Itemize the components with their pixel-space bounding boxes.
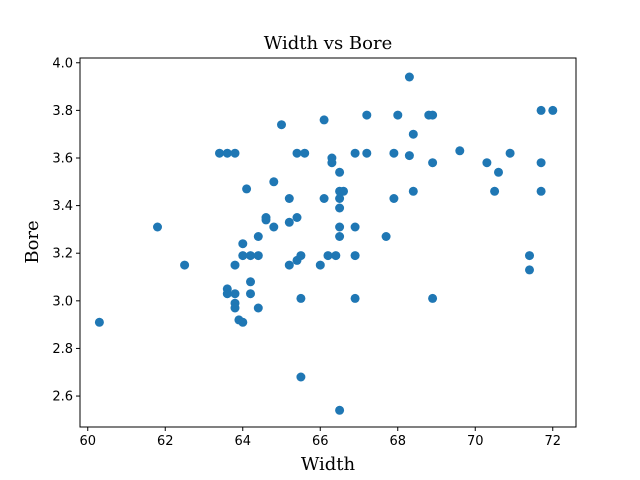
data-point xyxy=(292,148,302,158)
data-point xyxy=(536,186,546,196)
data-point xyxy=(230,303,240,313)
data-point xyxy=(300,148,310,158)
x-tick-label: 66 xyxy=(312,434,329,449)
data-point xyxy=(490,186,500,196)
data-point xyxy=(238,317,248,327)
data-point xyxy=(335,167,345,177)
y-axis-ticks: 2.6 2.8 3.0 3.2 3.4 3.6 3.8 4.0 xyxy=(52,56,80,405)
y-tick-label: 3.6 xyxy=(52,151,73,166)
data-point xyxy=(362,110,372,120)
y-tick-label: 4.0 xyxy=(52,56,73,71)
data-point xyxy=(331,251,341,261)
data-point xyxy=(548,105,558,115)
data-point xyxy=(319,194,329,203)
y-tick-label: 2.8 xyxy=(52,342,73,357)
x-tick-label: 62 xyxy=(157,434,174,449)
x-axis-label: Width xyxy=(301,454,356,475)
data-point xyxy=(284,194,294,203)
x-tick-label: 60 xyxy=(79,434,96,449)
plot-frame xyxy=(79,57,577,428)
data-point xyxy=(253,232,263,241)
data-point xyxy=(393,110,403,120)
data-point xyxy=(428,293,438,303)
data-point xyxy=(296,251,306,261)
data-point xyxy=(323,251,333,261)
data-point xyxy=(242,184,252,194)
data-point xyxy=(238,239,248,249)
data-point xyxy=(296,293,306,303)
data-point xyxy=(261,215,271,225)
data-point xyxy=(296,372,306,382)
data-point xyxy=(525,251,534,261)
data-point xyxy=(482,158,492,168)
data-point xyxy=(230,148,240,158)
y-axis-label: Bore xyxy=(22,220,43,263)
data-point xyxy=(404,72,414,82)
data-point xyxy=(253,251,263,261)
y-tick-label: 3.8 xyxy=(52,104,73,119)
data-point xyxy=(505,148,515,158)
data-point xyxy=(404,151,414,161)
data-point xyxy=(536,158,546,168)
data-point xyxy=(362,148,372,158)
data-point xyxy=(246,277,255,287)
x-tick-label: 72 xyxy=(544,434,561,449)
data-point xyxy=(284,217,294,227)
y-tick-label: 2.6 xyxy=(52,390,73,405)
data-point xyxy=(215,148,224,158)
data-point xyxy=(350,293,360,303)
data-point xyxy=(292,213,302,222)
data-point xyxy=(315,260,325,270)
data-point xyxy=(335,405,345,415)
data-point xyxy=(277,120,286,130)
data-point xyxy=(494,167,503,177)
y-tick-label: 3.0 xyxy=(52,294,73,309)
data-point xyxy=(269,222,279,232)
data-point xyxy=(284,260,294,270)
data-point xyxy=(253,303,263,313)
data-point xyxy=(319,115,329,125)
data-point xyxy=(335,194,345,203)
data-point xyxy=(230,289,240,299)
data-point xyxy=(335,203,345,213)
data-point xyxy=(339,186,348,196)
data-point xyxy=(428,158,438,168)
data-point xyxy=(230,260,240,270)
data-point xyxy=(389,148,399,158)
data-points-group xyxy=(94,72,558,415)
data-point xyxy=(408,186,418,196)
data-point xyxy=(335,222,345,232)
data-point xyxy=(153,222,162,232)
data-point xyxy=(335,232,345,241)
data-point xyxy=(246,251,255,261)
data-point xyxy=(536,105,546,115)
data-point xyxy=(180,260,190,270)
y-tick-label: 3.2 xyxy=(52,247,73,262)
data-point xyxy=(94,317,104,327)
data-point xyxy=(455,146,465,156)
x-axis-ticks: 60 62 64 66 68 70 72 xyxy=(79,427,561,449)
x-tick-label: 68 xyxy=(389,434,406,449)
data-point xyxy=(408,129,418,139)
data-point xyxy=(350,251,360,261)
data-point xyxy=(350,222,360,232)
chart-title: Width vs Bore xyxy=(264,33,392,54)
x-tick-label: 70 xyxy=(467,434,484,449)
data-point xyxy=(525,265,534,275)
data-point xyxy=(381,232,391,241)
data-point xyxy=(246,289,255,299)
data-point xyxy=(269,177,279,187)
y-tick-label: 3.4 xyxy=(52,199,73,214)
data-point xyxy=(350,148,360,158)
data-point xyxy=(389,194,399,203)
data-point xyxy=(428,110,438,120)
x-tick-label: 64 xyxy=(234,434,251,449)
data-point xyxy=(238,251,248,261)
data-point xyxy=(222,148,232,158)
data-point xyxy=(222,289,232,299)
data-point xyxy=(327,158,337,168)
